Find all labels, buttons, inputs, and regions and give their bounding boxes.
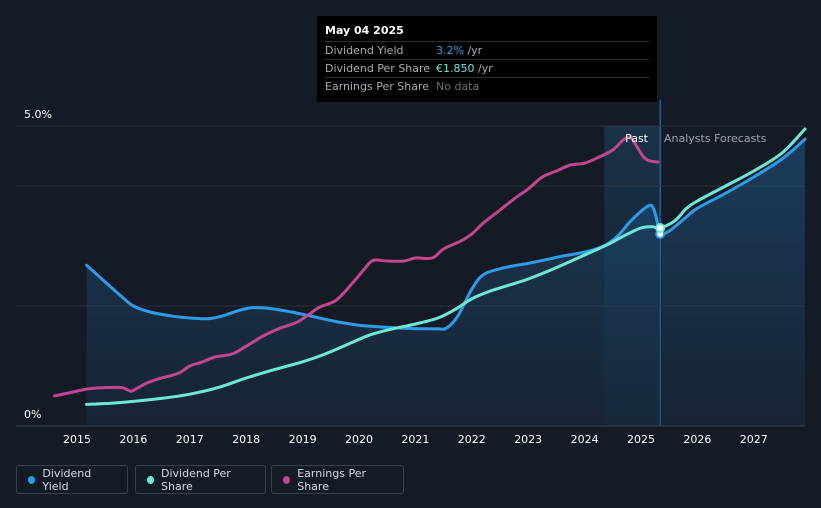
dividend-per-share-line: [85, 127, 807, 406]
earnings-per-share-line: [52, 135, 660, 398]
x-tick-label: 2020: [345, 433, 373, 446]
tooltip-unit: /yr: [474, 62, 493, 75]
y-tick-bottom: 0%: [24, 408, 41, 421]
dividend-per-share-marker: [655, 223, 666, 233]
x-tick-label: 2027: [740, 433, 768, 446]
legend-earnings-per-share[interactable]: Earnings Per Share: [271, 465, 404, 494]
legend-label: Dividend Per Share: [161, 466, 231, 493]
x-tick-label: 2021: [401, 433, 429, 446]
legend-dividend-per-share[interactable]: Dividend Per Share: [135, 465, 266, 494]
tooltip-value: €1.850: [436, 62, 475, 75]
x-tick-label: 2025: [627, 433, 655, 446]
x-tick-label: 2017: [176, 433, 204, 446]
x-tick-label: 2022: [458, 433, 486, 446]
tooltip-row-dividend-per-share: Dividend Per Share €1.850 /yr: [325, 59, 649, 77]
y-tick-top: 5.0%: [24, 108, 52, 121]
tooltip-value-wrap: No data: [436, 78, 479, 95]
forecast-label: Analysts Forecasts: [664, 132, 767, 145]
tooltip-label: Dividend Per Share: [325, 62, 431, 75]
legend-dividend-yield[interactable]: Dividend Yield: [16, 465, 128, 494]
tooltip-date: May 04 2025: [325, 24, 404, 37]
legend-dot-icon: [147, 475, 154, 484]
dividend-yield-area: [86, 139, 805, 426]
x-tick-label: 2023: [514, 433, 542, 446]
tooltip-row-dividend-yield: Dividend Yield 3.2% /yr: [325, 41, 649, 59]
tooltip-value-wrap: 3.2% /yr: [436, 42, 482, 59]
x-tick-label: 2016: [119, 433, 147, 446]
x-tick-label: 2015: [63, 433, 91, 446]
tooltip-unit: /yr: [463, 44, 483, 57]
tooltip-value: No data: [436, 80, 480, 93]
hover-tooltip: May 04 2025 Dividend Yield 3.2% /yr Divi…: [317, 16, 657, 102]
tooltip-value: 3.2%: [436, 44, 464, 57]
x-tick-label: 2019: [289, 433, 317, 446]
legend-dot-icon: [283, 475, 291, 484]
x-tick-label: 2018: [232, 433, 260, 446]
x-tick-label: 2024: [571, 433, 599, 446]
legend-dot-icon: [28, 475, 36, 484]
tooltip-row-earnings-per-share: Earnings Per Share No data: [325, 77, 649, 95]
tooltip-label: Earnings Per Share: [325, 80, 430, 93]
x-tick-label: 2026: [683, 433, 711, 446]
tooltip-value-wrap: €1.850 /yr: [436, 60, 493, 77]
legend-label: Earnings Per Share: [297, 466, 366, 493]
legend-label: Dividend Yield: [42, 466, 92, 493]
tooltip-label: Dividend Yield: [325, 44, 404, 57]
past-label: Past: [625, 132, 649, 145]
